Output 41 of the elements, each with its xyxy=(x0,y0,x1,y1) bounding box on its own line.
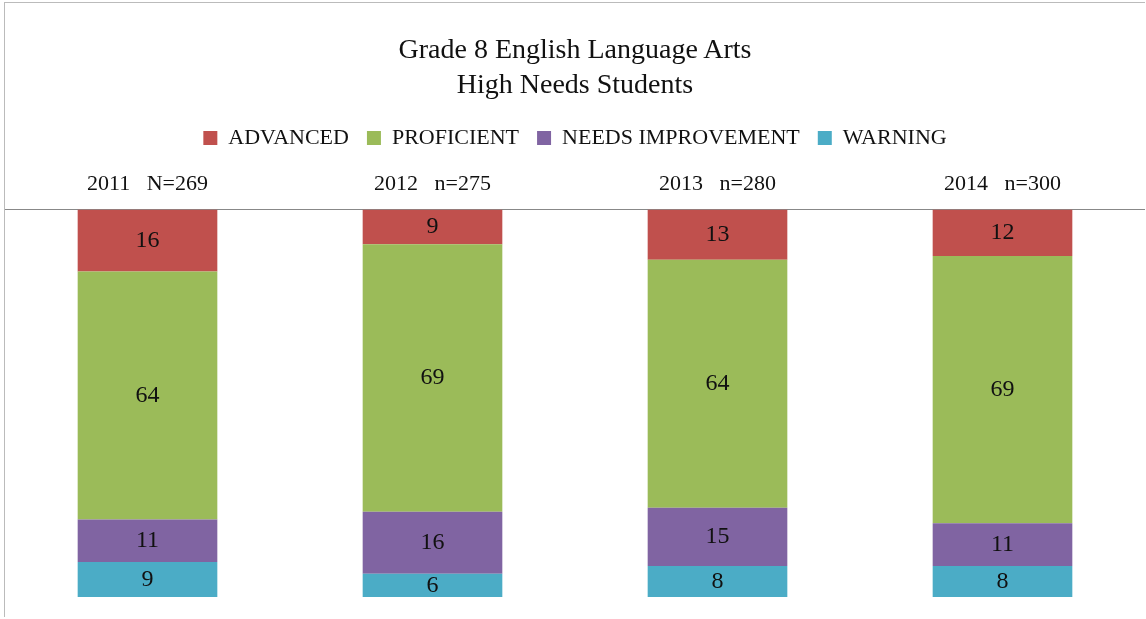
data-label: 69 xyxy=(990,374,1015,401)
data-label: 13 xyxy=(705,219,730,246)
x-tick-label: 2013 n=280 xyxy=(659,169,776,195)
chart-title: Grade 8 English Language Arts High Needs Students xyxy=(398,32,752,99)
bar xyxy=(77,562,218,597)
data-label: 9 xyxy=(426,212,439,239)
data-label: 12 xyxy=(990,217,1015,244)
data-label: 8 xyxy=(996,566,1009,593)
data-label: 6 xyxy=(426,570,439,597)
bar xyxy=(647,565,788,597)
bar xyxy=(77,519,218,563)
bar xyxy=(932,209,1073,256)
data-label: 16 xyxy=(420,528,445,555)
data-label: 64 xyxy=(135,380,160,407)
bar xyxy=(932,523,1073,566)
data-label: 8 xyxy=(711,566,724,593)
bar xyxy=(362,244,503,512)
bar xyxy=(362,209,503,245)
legend-label: ADVANCED xyxy=(228,123,349,149)
legend-label: NEEDS IMPROVEMENT xyxy=(562,123,801,149)
bar xyxy=(647,209,788,260)
data-label: 16 xyxy=(135,225,160,252)
bar xyxy=(362,511,503,574)
data-label: 11 xyxy=(990,529,1015,556)
data-label: 11 xyxy=(135,526,160,553)
x-tick-label: 2014 n=300 xyxy=(944,169,1061,195)
bar xyxy=(647,259,788,508)
legend-label: PROFICIENT xyxy=(391,123,520,149)
bar xyxy=(362,573,503,597)
bar xyxy=(647,507,788,566)
data-label: 15 xyxy=(705,522,730,549)
bar xyxy=(932,255,1073,524)
data-label: 9 xyxy=(141,564,154,591)
legend-label: WARNING xyxy=(842,123,947,149)
data-label: 64 xyxy=(705,369,730,396)
x-tick-label: 2011 N=269 xyxy=(87,169,208,195)
x-tick-label: 2012 n=275 xyxy=(374,169,491,195)
data-label: 69 xyxy=(420,363,445,390)
bar xyxy=(77,209,218,272)
bar xyxy=(932,565,1073,597)
bar xyxy=(77,271,218,520)
